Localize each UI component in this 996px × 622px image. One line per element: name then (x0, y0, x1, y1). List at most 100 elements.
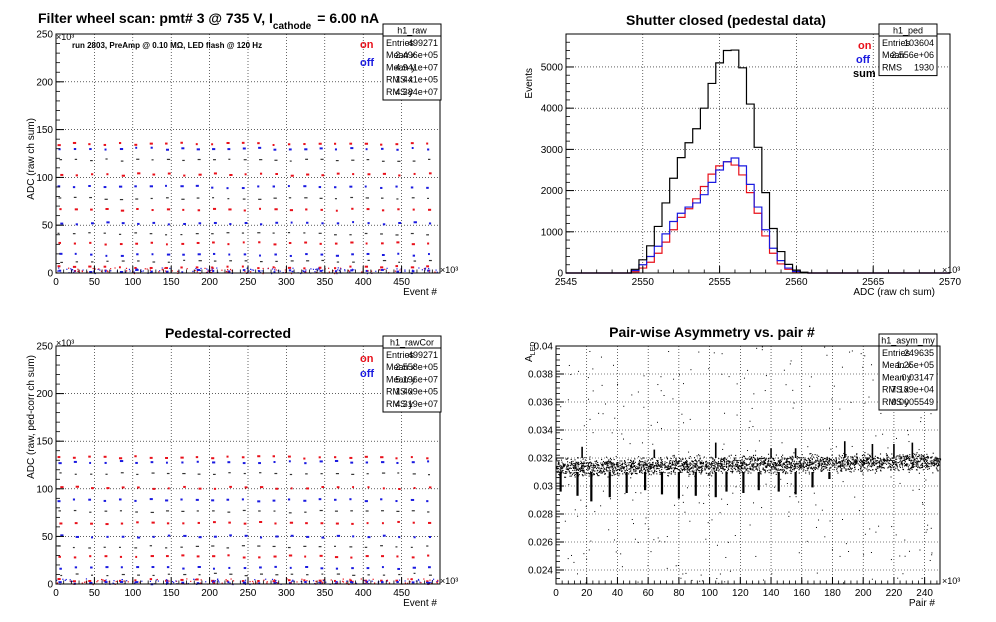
band-point (714, 467, 716, 469)
outlier-point (598, 412, 600, 414)
band-point (600, 462, 602, 464)
band-point (811, 461, 813, 463)
band-point (781, 465, 783, 467)
band-point (847, 459, 849, 461)
x-tick-label: 150 (163, 588, 180, 599)
band-point (643, 467, 646, 469)
outlier-point (862, 366, 864, 368)
band-point (804, 457, 806, 459)
outlier-point (931, 554, 933, 556)
band-point (927, 456, 929, 458)
band-point (649, 470, 651, 472)
baseline-point (204, 267, 206, 270)
band-point (592, 467, 594, 469)
band-point (795, 463, 797, 465)
band-point (808, 461, 810, 463)
band-point (799, 465, 801, 467)
band-point (789, 462, 791, 464)
band-point (907, 454, 909, 456)
outlier-point (578, 370, 580, 372)
band-point (595, 467, 598, 470)
band-point (694, 465, 696, 467)
band-point (688, 475, 690, 477)
baseline-point (374, 582, 376, 584)
band-point (694, 460, 696, 462)
band-point (792, 468, 794, 471)
band-point (677, 466, 679, 468)
band-point (704, 468, 706, 470)
baseline-point (169, 267, 171, 270)
band-point (679, 465, 681, 467)
band-point (639, 463, 641, 465)
band-point (847, 456, 849, 458)
band-point (783, 468, 785, 470)
band-point (623, 467, 625, 469)
band-point (598, 471, 600, 474)
band-point (912, 464, 914, 466)
band-point (683, 462, 685, 465)
band-point (747, 470, 749, 472)
baseline-point (99, 269, 101, 271)
outlier-point (711, 519, 713, 521)
band-point (822, 460, 824, 462)
band-point (786, 468, 788, 470)
band-point (885, 459, 887, 461)
band-point (802, 462, 804, 464)
band-point (617, 466, 619, 468)
band-point (710, 471, 712, 473)
band-point (691, 463, 693, 465)
band-point (773, 464, 775, 466)
baseline-point (277, 270, 279, 272)
outlier-point (648, 528, 650, 530)
baseline-point (348, 270, 350, 272)
band-point (911, 466, 913, 468)
band-point (641, 458, 643, 460)
baseline-point (149, 580, 152, 582)
band-point (568, 470, 570, 472)
band-point (786, 465, 788, 468)
band-point (886, 460, 888, 462)
outlier-point (828, 427, 830, 429)
band-point (915, 461, 917, 463)
band-point (796, 463, 798, 465)
band-point (744, 471, 746, 473)
band-point (839, 466, 841, 468)
band-point (582, 469, 584, 471)
band-point (594, 467, 596, 469)
band-point (852, 457, 854, 459)
band-point (577, 461, 579, 463)
band-point (877, 466, 879, 468)
band-point (822, 459, 824, 461)
band-point (904, 461, 906, 463)
band-point (876, 463, 878, 465)
band-point (808, 458, 810, 460)
band-point (646, 463, 648, 466)
band-point (690, 463, 692, 465)
band-point (879, 462, 881, 464)
band-point (908, 471, 910, 473)
band-point (915, 457, 917, 459)
band-point (753, 460, 755, 462)
band-point (698, 466, 700, 468)
band-point (784, 466, 786, 468)
band-point (855, 459, 857, 462)
band-point (572, 466, 574, 468)
band-point (811, 459, 813, 461)
band-point (933, 465, 935, 467)
band-point (926, 465, 928, 467)
band-point (922, 459, 924, 461)
band-point (656, 460, 659, 462)
outlier-point (826, 354, 828, 356)
band-point (619, 465, 621, 467)
band-point (572, 460, 574, 462)
band-point (604, 471, 606, 473)
band-point (752, 454, 755, 456)
band-point (630, 465, 632, 467)
band-point (595, 460, 597, 462)
band-point (612, 472, 615, 474)
band-point (849, 465, 851, 467)
baseline-point (140, 269, 142, 271)
baseline-point (106, 270, 109, 272)
band-point (886, 455, 888, 457)
band-point (815, 461, 817, 463)
